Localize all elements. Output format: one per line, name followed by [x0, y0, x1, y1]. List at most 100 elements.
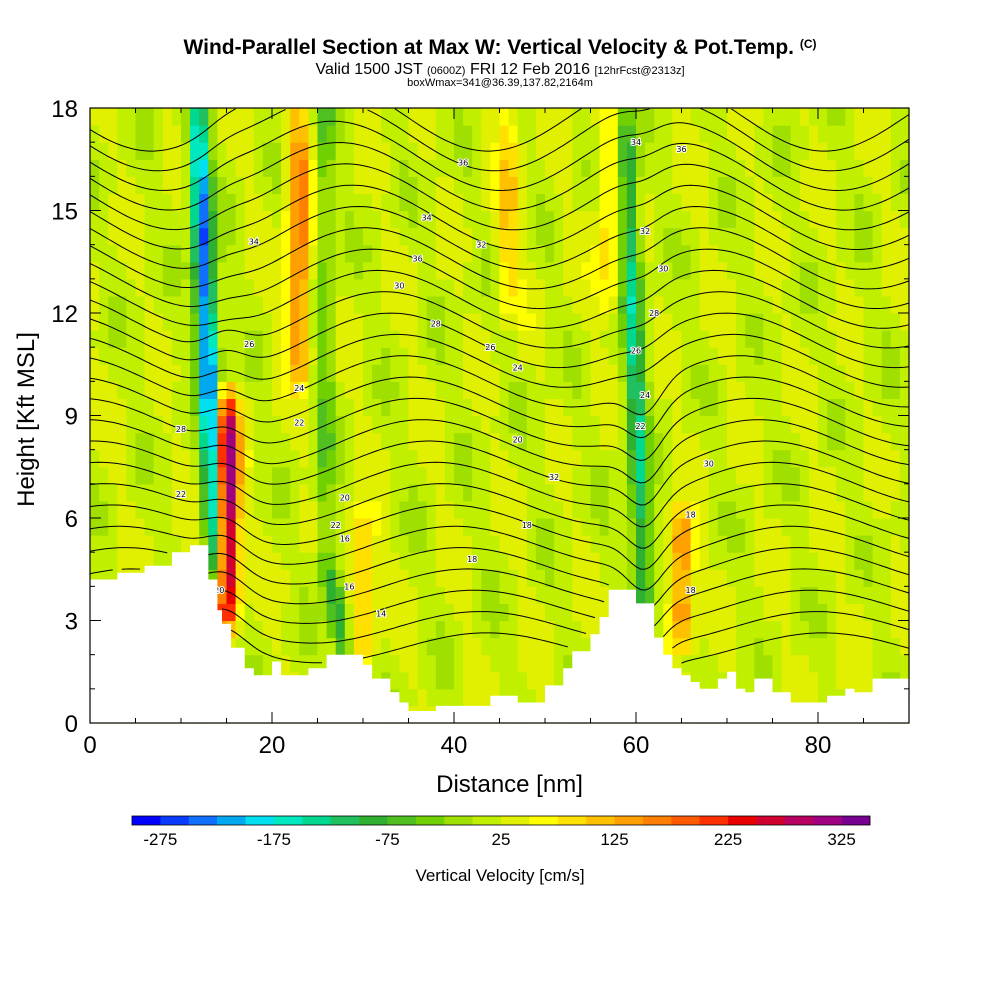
velocity-cell [836, 552, 846, 570]
velocity-cell [408, 381, 419, 400]
velocity-cell [117, 552, 127, 570]
velocity-cell [727, 398, 737, 417]
velocity-cell [563, 125, 573, 143]
velocity-cell [472, 500, 482, 519]
velocity-cell [244, 483, 255, 502]
velocity-cell [135, 176, 146, 195]
velocity-cell [217, 347, 228, 365]
velocity-cell [626, 483, 637, 502]
velocity-cell [353, 142, 364, 160]
velocity-cell [108, 483, 118, 502]
velocity-cell [572, 227, 582, 246]
velocity-cell [299, 108, 309, 126]
velocity-cell [526, 330, 537, 348]
velocity-cell [563, 261, 573, 280]
velocity-cell [381, 176, 391, 195]
velocity-cell [399, 654, 410, 673]
velocity-cell [590, 432, 601, 451]
velocity-cell [472, 227, 482, 246]
velocity-cell [181, 244, 191, 263]
velocity-cell [645, 518, 655, 536]
velocity-cell [372, 193, 382, 212]
velocity-cell [90, 483, 100, 502]
velocity-cell [863, 227, 874, 246]
velocity-cell [408, 210, 419, 229]
velocity-cell [599, 313, 610, 331]
velocity-cell [472, 108, 482, 126]
velocity-cell [836, 193, 846, 212]
velocity-cell [827, 278, 837, 297]
velocity-cell [108, 295, 118, 314]
velocity-cell [281, 381, 291, 400]
velocity-cell [727, 535, 737, 553]
velocity-cell [226, 637, 237, 656]
velocity-cell [417, 671, 428, 690]
velocity-cell [599, 586, 610, 605]
velocity-cell [499, 244, 510, 263]
velocity-cell [808, 330, 819, 348]
velocity-cell [299, 500, 309, 519]
velocity-cell [135, 449, 146, 468]
velocity-cell [681, 432, 692, 451]
velocity-cell [872, 108, 883, 126]
velocity-cell [490, 671, 501, 690]
velocity-cell [335, 278, 346, 297]
velocity-cell [344, 500, 355, 519]
velocity-cell [290, 210, 300, 229]
velocity-cell [472, 535, 482, 553]
velocity-cell [645, 210, 655, 229]
velocity-cell [872, 586, 883, 605]
velocity-cell [890, 432, 901, 451]
velocity-cell [217, 142, 228, 160]
velocity-cell [845, 142, 855, 160]
velocity-cell [681, 415, 692, 434]
velocity-cell [827, 261, 837, 280]
velocity-cell [335, 518, 346, 536]
velocity-cell [781, 483, 792, 502]
velocity-cell [535, 586, 546, 605]
velocity-cell [162, 108, 173, 126]
velocity-cell [417, 415, 428, 434]
velocity-cell [108, 227, 118, 246]
velocity-cell [836, 313, 846, 331]
velocity-cell [372, 586, 382, 605]
velocity-cell [435, 347, 446, 365]
velocity-cell [253, 347, 264, 365]
velocity-cell [572, 535, 582, 553]
velocity-cell [499, 159, 510, 177]
velocity-cell [353, 295, 364, 314]
velocity-cell [690, 535, 701, 553]
velocity-cell [636, 483, 646, 502]
velocity-cell [99, 313, 109, 331]
velocity-cell [508, 193, 519, 212]
velocity-cell [171, 518, 182, 536]
velocity-cell [790, 364, 801, 382]
velocity-cell [262, 483, 273, 502]
velocity-cell [335, 637, 346, 656]
velocity-cell [581, 313, 592, 331]
velocity-cell [226, 415, 237, 434]
velocity-cell [727, 654, 737, 673]
velocity-cell [217, 535, 228, 553]
velocity-cell [344, 552, 355, 570]
velocity-cell [444, 381, 455, 400]
velocity-cell [808, 552, 819, 570]
velocity-cell [608, 244, 619, 263]
velocity-cell [317, 159, 328, 177]
velocity-cell [299, 176, 309, 195]
velocity-cell [454, 449, 464, 468]
velocity-cell [808, 688, 819, 707]
velocity-cell [717, 569, 728, 587]
velocity-cell [408, 142, 419, 160]
velocity-cell [717, 159, 728, 177]
velocity-cell [299, 398, 309, 417]
velocity-cell [117, 227, 127, 246]
velocity-cell [581, 398, 592, 417]
theta-isentrope [89, 355, 910, 416]
velocity-cell [608, 415, 619, 434]
velocity-cell [581, 159, 592, 177]
velocity-cell [317, 125, 328, 143]
theta-isentrope [89, 568, 910, 627]
velocity-cell [526, 364, 537, 382]
velocity-cell [363, 108, 373, 126]
